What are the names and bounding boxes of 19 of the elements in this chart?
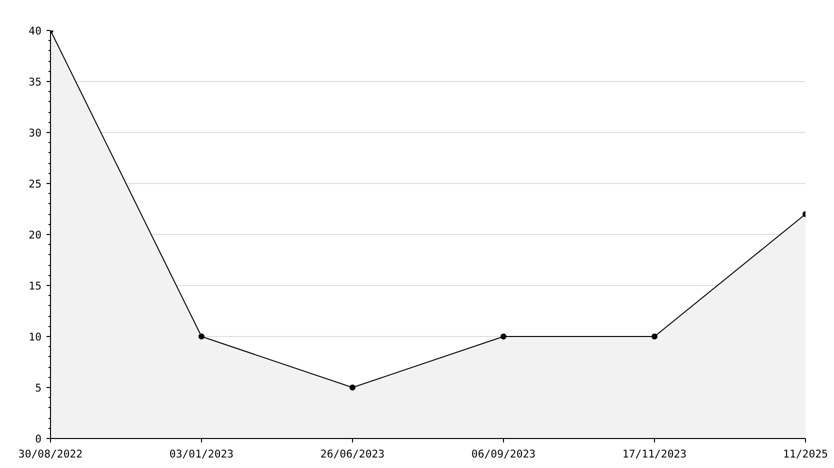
point <box>350 384 356 390</box>
x-tick-label: 03/01/2023 <box>169 448 234 460</box>
x-tick-label: 30/08/2022 <box>18 448 83 460</box>
point <box>198 334 204 340</box>
y-tick-label: 5 <box>35 382 42 394</box>
point <box>652 334 658 340</box>
y-tick-label: 30 <box>28 126 42 140</box>
y-tick-label: 15 <box>28 280 42 292</box>
y-tick-label: 35 <box>28 76 42 88</box>
y-tick-label: 0 <box>35 432 42 446</box>
x-tick-label: 06/09/2023 <box>471 448 536 460</box>
x-tick-label: 26/06/2023 <box>320 448 385 460</box>
y-tick-label: 40 <box>28 24 42 38</box>
point <box>500 334 506 340</box>
x-tick-label: 11/2025 <box>783 448 828 460</box>
x-tick-label: 17/11/2023 <box>622 448 687 460</box>
y-tick-label: 25 <box>28 178 42 190</box>
y-tick-label: 10 <box>28 330 42 344</box>
y-tick-label: 20 <box>28 228 42 242</box>
